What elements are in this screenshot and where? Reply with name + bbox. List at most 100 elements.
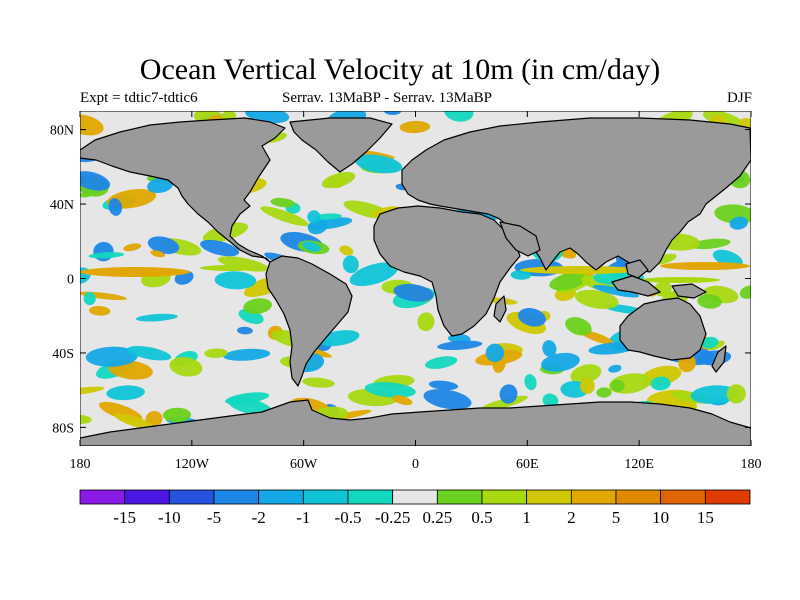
colorbar-label: 0.25 <box>422 508 452 527</box>
velocity-patch <box>499 384 518 404</box>
velocity-patch <box>114 413 156 430</box>
velocity-patch <box>243 298 272 314</box>
velocity-patch <box>123 243 142 252</box>
velocity-patch <box>650 376 671 391</box>
velocity-patch <box>592 284 640 298</box>
experiment-label: Expt = tdtic7-tdtic6 <box>80 90 198 106</box>
velocity-patch <box>437 340 483 351</box>
lat-tick-label: 0 <box>67 273 74 288</box>
velocity-patch <box>641 365 682 387</box>
velocity-patch <box>596 387 612 398</box>
colorbar: -15 -10 -5 -2 -1 -0.5 -0.25 0.25 0.5 1 2 5 10 15 <box>79 489 751 527</box>
velocity-patch <box>302 241 321 252</box>
velocity-patch <box>697 294 722 309</box>
colorbar-label: -1 <box>296 508 310 527</box>
velocity-patch <box>200 239 240 257</box>
equatorial-band <box>660 262 750 270</box>
new-zealand <box>711 345 727 373</box>
velocity-patch <box>549 272 587 291</box>
colorbar-label: -0.5 <box>335 508 362 527</box>
antarctica <box>80 399 751 446</box>
velocity-patch <box>169 357 203 377</box>
lon-tick-label: 120W <box>175 457 210 472</box>
velocity-patch <box>424 356 458 369</box>
colorbar-swatch <box>704 489 751 505</box>
velocity-patch <box>135 313 178 322</box>
colorbar-swatch <box>526 489 572 505</box>
velocity-patch <box>80 171 111 191</box>
velocity-patch <box>321 171 356 189</box>
colorbar-swatch <box>124 489 170 505</box>
south-america <box>265 255 353 387</box>
velocity-patch <box>540 352 580 372</box>
lon-tick-label: 0 <box>412 457 419 472</box>
new-guinea <box>671 283 707 299</box>
map-area <box>80 111 751 446</box>
colorbar-label: 5 <box>612 508 621 527</box>
velocity-patch <box>88 252 125 259</box>
lat-tick-label: 40N <box>50 198 74 213</box>
lon-tick-label: 180 <box>70 457 91 472</box>
velocity-patch <box>223 348 271 361</box>
colorbar-swatch <box>570 489 617 505</box>
longitude-axis: 180 120W 60W 0 60E 120E 180 <box>70 111 762 472</box>
velocity-patch <box>610 379 625 392</box>
lon-tick-label: 180 <box>741 457 762 472</box>
colorbar-swatch <box>302 489 349 505</box>
velocity-patch <box>364 382 416 398</box>
velocity-patch <box>302 377 335 388</box>
velocity-patch <box>417 312 435 332</box>
eurasia <box>401 117 751 273</box>
equatorial-band <box>640 277 720 283</box>
velocity-patch <box>480 395 528 411</box>
velocity-patch <box>700 336 719 349</box>
colorbar-swatch <box>347 489 394 505</box>
colorbar-swatch <box>481 489 528 505</box>
equatorial-band <box>80 267 190 277</box>
velocity-patch <box>542 393 559 408</box>
velocity-patch <box>307 210 321 224</box>
velocity-patch <box>106 385 145 401</box>
colorbar-swatch <box>392 489 438 505</box>
velocity-patch <box>524 374 537 391</box>
velocity-patch <box>237 326 253 335</box>
velocity-patch <box>227 396 273 416</box>
lat-tick-label: 40S <box>52 347 74 362</box>
velocity-patch <box>542 340 557 358</box>
velocity-patch <box>108 198 122 216</box>
velocity-patch <box>518 308 546 327</box>
velocity-patch <box>147 177 174 194</box>
velocity-patch <box>80 114 104 136</box>
lon-tick-label: 60W <box>290 457 318 472</box>
north-america <box>80 117 286 263</box>
colorbar-label: 10 <box>652 508 669 527</box>
velocity-patch <box>354 154 403 174</box>
colorbar-label: 0.5 <box>471 508 492 527</box>
velocity-patch <box>729 216 749 230</box>
colorbar-swatch <box>258 489 304 505</box>
latitude-axis: 80N 40N 0 40S 80S <box>50 124 751 436</box>
colorbar-swatch <box>615 489 662 505</box>
lat-tick-label: 80N <box>50 124 74 139</box>
velocity-patch <box>260 206 309 227</box>
colorbar-swatch <box>660 489 706 505</box>
velocity-patch <box>85 346 138 367</box>
colorbar-label: 15 <box>697 508 714 527</box>
velocity-patch <box>608 364 622 373</box>
colorbar-label: 2 <box>567 508 576 527</box>
colorbar-swatch <box>168 489 215 505</box>
colorbar-swatch <box>436 489 483 505</box>
plot-title: Ocean Vertical Velocity at 10m (in cm/da… <box>139 53 661 86</box>
equatorial-band <box>200 265 260 271</box>
velocity-patch <box>80 414 92 425</box>
velocity-patch <box>726 384 746 404</box>
velocity-patch <box>214 271 257 290</box>
colorbar-label: -10 <box>158 508 181 527</box>
velocity-patch <box>393 283 434 302</box>
colorbar-label: -5 <box>207 508 221 527</box>
season-label: DJF <box>726 90 752 106</box>
velocity-patch <box>89 305 111 316</box>
colorbar-swatch <box>213 489 260 505</box>
colorbar-label: 1 <box>522 508 531 527</box>
